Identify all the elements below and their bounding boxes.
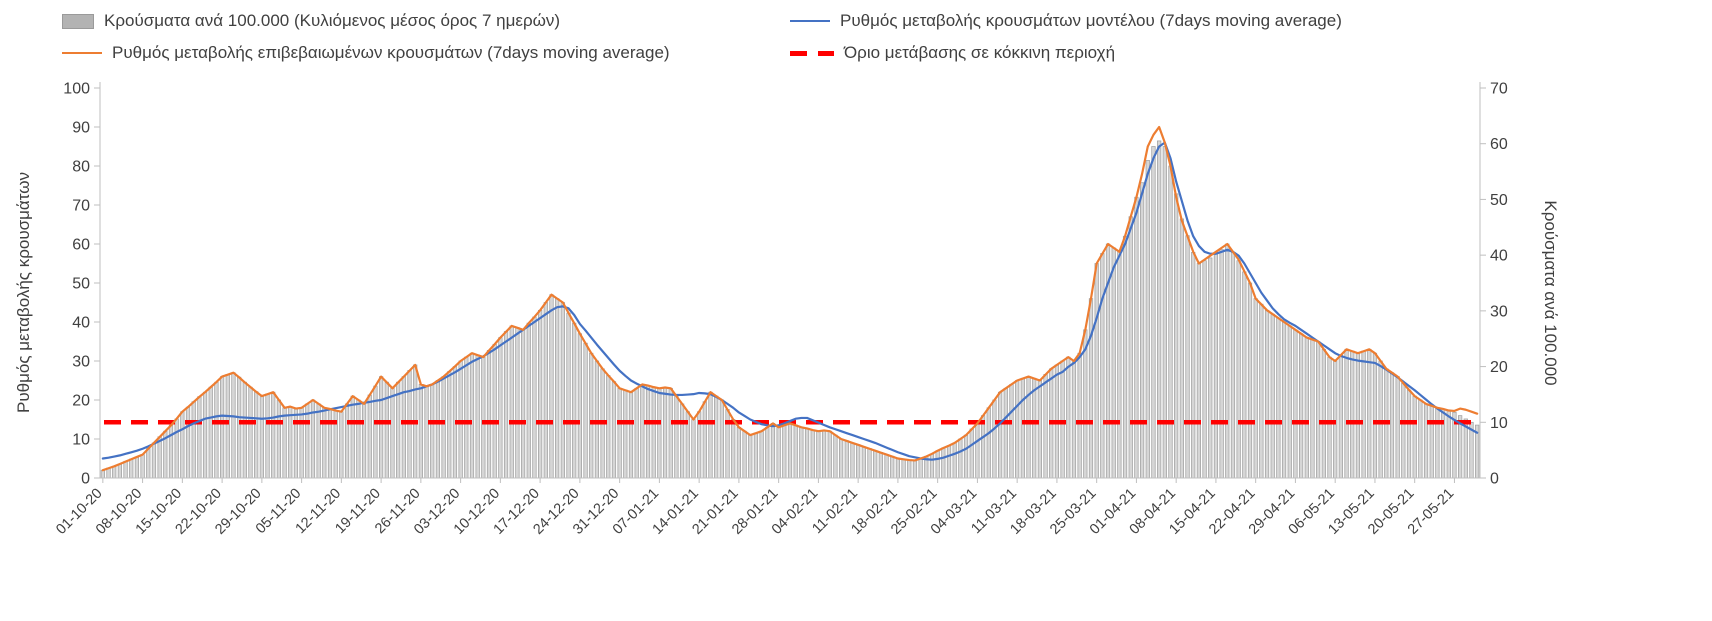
legend-confirmed-label: Ρυθμός μεταβολής επιβεβαιωμένων κρουσμάτ… [112,43,670,62]
bars-series [100,140,1480,479]
axis-frame [99,82,1481,479]
svg-text:70: 70 [1490,81,1508,98]
svg-text:50: 50 [1490,192,1508,209]
confirmed-line-swatch-icon [62,52,102,54]
svg-text:30: 30 [1490,303,1508,320]
y-axis-left: 0 10 20 30 40 50 60 70 80 90 100 [63,81,100,488]
legend-item-model: Ρυθμός μεταβολής κρουσμάτων μοντέλου (7d… [790,8,1342,34]
left-axis-title: Ρυθμός μεταβολής κρουσμάτων [14,172,33,413]
svg-text:90: 90 [72,120,90,137]
svg-text:20: 20 [1490,359,1508,376]
svg-text:60: 60 [72,237,90,254]
legend-item-confirmed: Ρυθμός μεταβολής επιβεβαιωμένων κρουσμάτ… [62,40,670,66]
svg-text:70: 70 [72,198,90,215]
confirmed-line-series [101,125,1479,472]
svg-text:0: 0 [81,471,90,488]
svg-text:40: 40 [1490,248,1508,265]
legend-item-bars: Κρούσματα ανά 100.000 (Κυλιόμενος μέσος … [62,8,560,34]
svg-text:0: 0 [1490,471,1499,488]
model-line-swatch-icon [790,20,830,22]
svg-text:60: 60 [1490,136,1508,153]
x-axis: 01-10-2008-10-2015-10-2022-10-2029-10-20… [53,478,1457,538]
svg-text:20: 20 [72,393,90,410]
svg-text:50: 50 [72,276,90,293]
threshold-dash-swatch-icon [790,50,834,56]
svg-text:40: 40 [72,315,90,332]
y-axis-right: 0 10 20 30 40 50 60 70 [1480,81,1508,488]
legend-row-2: Ρυθμός μεταβολής επιβεβαιωμένων κρουσμάτ… [0,40,1712,66]
svg-text:80: 80 [72,159,90,176]
legend-item-threshold: Όριο μετάβασης σε κόκκινη περιοχή [790,40,1115,66]
legend-threshold-label: Όριο μετάβασης σε κόκκινη περιοχή [844,43,1116,62]
legend-bars-label: Κρούσματα ανά 100.000 (Κυλιόμενος μέσος … [104,11,561,30]
svg-text:30: 30 [72,354,90,371]
legend-row-1: Κρούσματα ανά 100.000 (Κυλιόμενος μέσος … [0,8,1712,34]
legend-model-label: Ρυθμός μεταβολής κρουσμάτων μοντέλου (7d… [840,11,1342,30]
bars-swatch-icon [62,13,94,29]
svg-text:10: 10 [1490,415,1508,432]
right-axis-title: Κρούσματα ανά 100.000 [1541,200,1560,386]
svg-text:10: 10 [72,432,90,449]
svg-text:100: 100 [63,81,90,98]
